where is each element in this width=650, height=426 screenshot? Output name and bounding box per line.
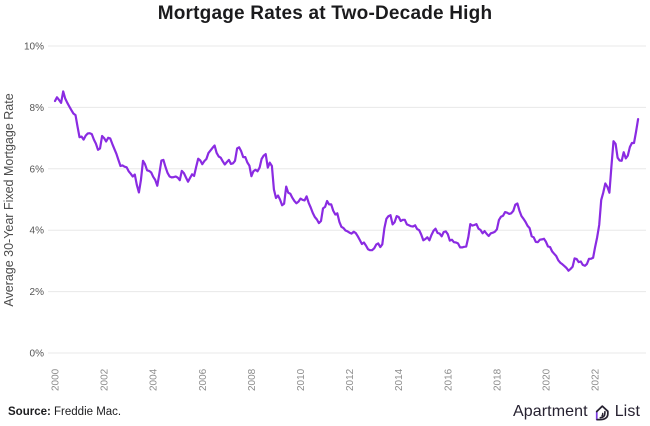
x-tick-label: 2020 — [542, 368, 553, 391]
x-tick-label: 2004 — [149, 368, 160, 391]
source-label: Source: — [8, 406, 51, 418]
x-tick-label: 2014 — [394, 368, 405, 391]
y-tick-label: 10% — [24, 42, 44, 53]
logo-word-apartment: Apartment — [512, 403, 588, 420]
x-tick-label: 2012 — [345, 368, 356, 391]
x-tick-label: 2002 — [100, 368, 111, 391]
mortgage-rate-series-line — [53, 90, 640, 272]
y-tick-label: 6% — [30, 164, 45, 175]
logo-word-list: List — [614, 403, 640, 420]
x-tick-label: 2018 — [492, 368, 503, 391]
y-tick-label: 0% — [30, 349, 45, 360]
y-tick-label: 2% — [30, 287, 45, 298]
x-tick-label: 2016 — [443, 368, 454, 391]
x-tick-label: 2008 — [247, 368, 258, 391]
apartment-list-logo: Apartment List — [513, 403, 640, 422]
y-tick-label: 4% — [30, 226, 45, 237]
chart-title: Mortgage Rates at Two-Decade High — [157, 3, 493, 24]
x-tick-label: 2010 — [296, 368, 307, 391]
x-tick-label: 2022 — [591, 368, 602, 391]
y-axis-title: Average 30-Year Fixed Mortgage Rate — [2, 93, 16, 306]
source-note: Source: Freddie Mac. — [8, 406, 121, 418]
y-tick-label: 8% — [30, 103, 45, 114]
x-tick-label: 2006 — [198, 368, 209, 391]
source-text: Freddie Mac. — [50, 406, 122, 418]
apartment-list-house-icon — [595, 404, 609, 420]
x-tick-label: 2000 — [51, 368, 62, 391]
chart-footer: Source: Freddie Mac. Apartment List — [0, 401, 650, 423]
